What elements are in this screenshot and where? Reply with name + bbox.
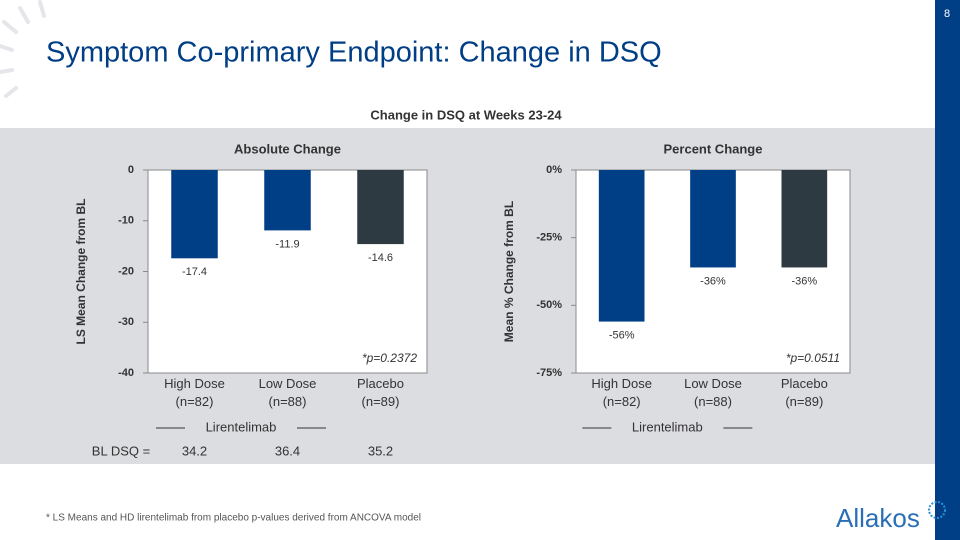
data-label: -56% [609, 329, 635, 341]
y-axis-label: LS Mean Change from BL [74, 198, 88, 344]
data-label: -17.4 [182, 266, 207, 278]
logo-mark [928, 501, 946, 519]
bar [781, 170, 828, 268]
data-label: -36% [791, 275, 817, 287]
y-tick-label: 0 [128, 164, 134, 176]
logo: Allakos [836, 503, 920, 533]
y-tick-label: -50% [536, 299, 562, 311]
x-tick-label: Low Dose (n=88) [684, 376, 742, 409]
y-tick-label: -10 [118, 215, 134, 227]
group-label: Lirentelimab [632, 419, 703, 434]
baseline-label: BL DSQ = [92, 443, 150, 458]
y-tick-label: -25% [536, 232, 562, 244]
bar [598, 170, 645, 322]
bar [357, 170, 404, 245]
bar [690, 170, 736, 268]
y-tick-label: -20 [118, 265, 134, 277]
x-tick-label: Placebo (n=89) [357, 376, 404, 409]
data-label: -36% [700, 275, 726, 287]
footnote: * LS Means and HD lirentelimab from plac… [46, 513, 421, 524]
data-label: -14.6 [368, 252, 393, 264]
section-title: Change in DSQ at Weeks 23-24 [370, 107, 562, 122]
side-stripe [935, 0, 960, 540]
baseline-value: 35.2 [368, 443, 393, 458]
y-tick-label: -30 [118, 316, 134, 328]
y-tick-label: -40 [118, 367, 134, 379]
y-tick-label: -75% [536, 367, 562, 379]
bar [171, 170, 218, 259]
data-label: -11.9 [275, 238, 299, 250]
annotation: *p=0.0511 [786, 351, 840, 365]
chart-title: Absolute Change [234, 141, 341, 156]
baseline-value: 34.2 [182, 443, 207, 458]
x-tick-label: High Dose (n=82) [591, 376, 652, 409]
group-label: Lirentelimab [206, 419, 277, 434]
x-tick-label: High Dose (n=82) [164, 376, 225, 409]
baseline-value: 36.4 [275, 443, 300, 458]
slide-title: Symptom Co-primary Endpoint: Change in D… [46, 37, 662, 69]
y-axis-label: Mean % Change from BL [502, 201, 516, 342]
y-tick-label: 0% [546, 164, 562, 176]
chart-title: Percent Change [664, 141, 763, 156]
page-number: 8 [944, 8, 950, 20]
annotation: *p=0.2372 [362, 351, 417, 365]
x-tick-label: Placebo (n=89) [781, 376, 828, 409]
decoration [0, 0, 46, 98]
bar [264, 170, 311, 231]
x-tick-label: Low Dose (n=88) [259, 376, 317, 409]
